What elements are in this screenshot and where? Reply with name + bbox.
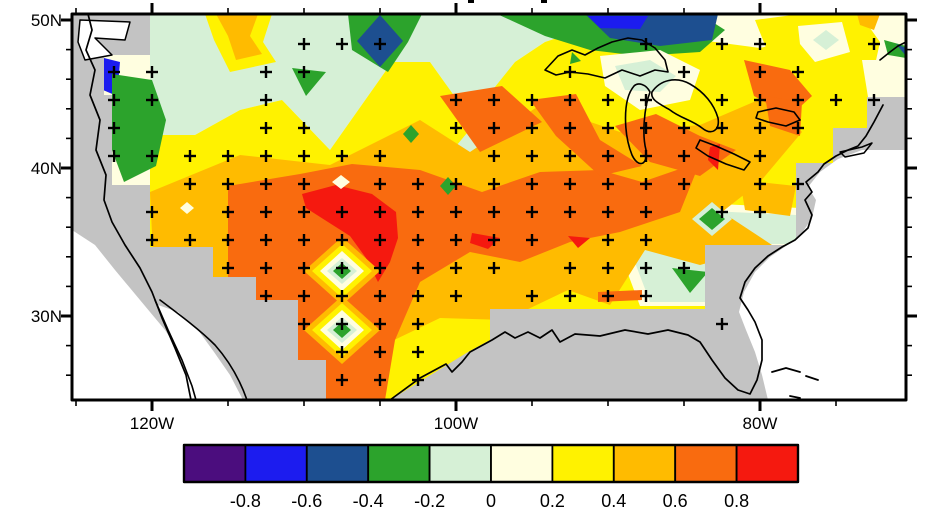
mexico-mainland-coastline (159, 299, 248, 401)
colorbar-tick-label: 0.4 (601, 491, 626, 511)
ivory-dot-2 (332, 175, 350, 189)
colorbar-cell (674, 444, 738, 483)
ivory-ne2 (862, 60, 906, 97)
green-georgia (672, 268, 708, 293)
lat-tick-label: 40N (31, 159, 62, 178)
colorbar-cell (183, 444, 247, 483)
lon-tick-label: 80W (743, 414, 778, 433)
ivory-dot-1 (180, 202, 194, 214)
colorbar-tick-label: -0.2 (414, 491, 445, 511)
lat-tick-label: 50N (31, 11, 62, 30)
pale-diamond-ne (813, 30, 839, 50)
colorbar-cell (612, 444, 677, 483)
lon-tick-label: 120W (130, 414, 174, 433)
green-dot-1 (403, 125, 419, 143)
puget-coastline (77, 19, 131, 61)
puget-sound (78, 20, 130, 60)
gulf-of-california (158, 305, 243, 400)
clipped-title-fragment (541, 0, 547, 3)
amber-ne-top (857, 14, 880, 30)
green-dot-2 (440, 177, 456, 195)
red-spike-erie (708, 144, 720, 170)
coastlines (85, 13, 907, 401)
colorbar-cell (305, 444, 370, 483)
atlantic-ocean (739, 150, 906, 400)
gulf-atlantic-coastline (389, 104, 884, 401)
colorbar-tick-label: 0.2 (540, 491, 565, 511)
ocean (72, 19, 906, 400)
colorbar-cell (367, 444, 431, 483)
cuba-outline (771, 367, 819, 399)
colorbar-tick-label: -0.4 (353, 491, 384, 511)
plot-frame (70, 12, 908, 402)
orange-lake-ontario (765, 96, 802, 136)
lake-superior (544, 37, 669, 79)
colorbar-tick-label: 0.8 (724, 491, 749, 511)
significance-markers (108, 38, 880, 386)
colorbar-tick-label: -0.8 (230, 491, 261, 511)
red-core-plains (302, 185, 398, 282)
colorbar-cell (428, 444, 492, 483)
green-straits-1 (570, 52, 581, 64)
colorbar-tick-label: -0.6 (291, 491, 322, 511)
colorbar-cell (244, 444, 308, 483)
long-island (839, 142, 873, 158)
lon-tick-label: 100W (434, 414, 478, 433)
axes: 50N 40N 30N 120W 100W 80W (31, 0, 917, 433)
blue-superior (588, 16, 648, 29)
orange-arm-north (440, 86, 542, 152)
baja-east-coastline (154, 299, 197, 401)
colorbar-tick-label: 0 (486, 491, 496, 511)
lake-erie (695, 139, 751, 171)
lat-tick-label: 30N (31, 307, 62, 326)
pacific-ocean (72, 230, 200, 400)
colorbar-cell (735, 444, 799, 483)
amber-midatlantic (740, 180, 796, 216)
colorbar-cell (490, 444, 554, 483)
red-sliver-2 (568, 236, 590, 248)
colorbar: -0.8 -0.6 -0.4 -0.2 0 0.2 0.4 0.6 0.8 (182, 443, 800, 511)
navy-ne-corner (896, 44, 906, 56)
colorbar-frame (182, 443, 800, 484)
green-minnesota (292, 68, 326, 96)
green-tennessee (699, 208, 725, 230)
new-england-coastline (879, 41, 907, 61)
colorbar-cell (551, 444, 615, 483)
lake-huron (650, 79, 720, 133)
lake-ontario (755, 107, 801, 127)
red-sliver-1 (470, 233, 500, 249)
colorbar-tick-label: 0.6 (663, 491, 688, 511)
amber-streak-nw (216, 14, 262, 60)
clipped-title-fragment (468, 0, 474, 3)
